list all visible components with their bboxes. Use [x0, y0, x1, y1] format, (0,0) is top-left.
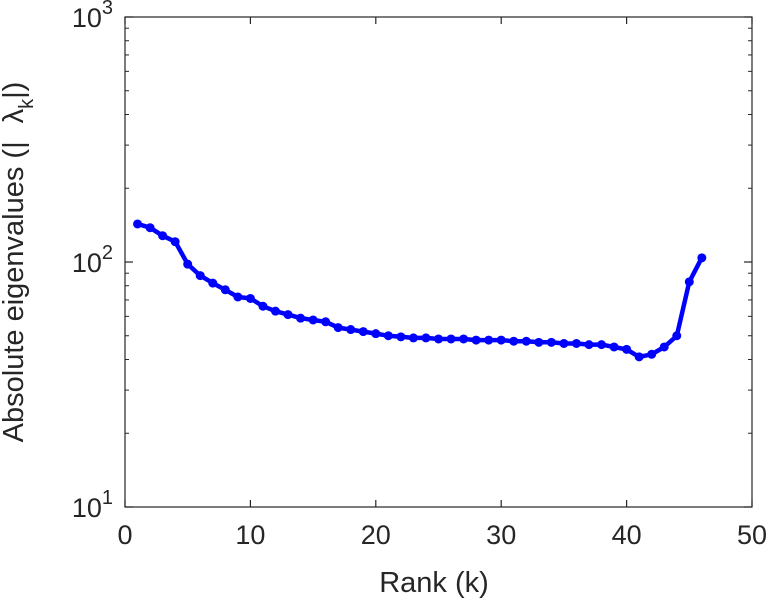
data-point — [446, 334, 456, 344]
data-point — [346, 325, 356, 335]
data-point — [496, 335, 506, 345]
data-point — [559, 338, 569, 348]
data-point — [270, 306, 280, 316]
data-point — [597, 340, 607, 350]
data-point — [622, 344, 632, 354]
data-point — [672, 331, 682, 341]
series-layer — [133, 219, 707, 362]
x-axis-label: Rank (k) — [379, 567, 489, 599]
data-point — [484, 335, 494, 345]
data-point — [183, 259, 193, 269]
data-point — [158, 231, 168, 241]
data-point — [283, 310, 293, 320]
data-point — [145, 223, 155, 233]
data-point — [358, 327, 368, 337]
x-tick-label: 30 — [486, 520, 516, 550]
data-point — [684, 277, 694, 287]
y-axis-ticks: 101 102 103 — [72, 0, 752, 523]
x-tick-label: 40 — [612, 520, 642, 550]
data-point — [208, 278, 218, 288]
data-point — [697, 253, 707, 263]
data-point — [258, 301, 268, 311]
y-axis-label: Absolute eigenvalues (|λk|) — [0, 82, 38, 443]
data-point — [521, 336, 531, 346]
x-tick-label: 20 — [361, 520, 391, 550]
data-point — [408, 333, 418, 343]
data-point — [195, 271, 205, 281]
data-point — [371, 329, 381, 339]
data-point — [170, 237, 180, 247]
data-point — [383, 331, 393, 341]
x-tick-label: 50 — [737, 520, 767, 550]
data-point — [233, 292, 243, 302]
data-point — [634, 352, 644, 362]
data-point — [459, 334, 469, 344]
y-tick-label: 103 — [72, 0, 113, 33]
data-point — [220, 285, 230, 295]
data-point — [308, 315, 318, 325]
data-point — [396, 332, 406, 342]
data-point — [571, 338, 581, 348]
y-tick-label: 101 — [72, 487, 113, 523]
data-point — [333, 323, 343, 333]
data-point — [534, 337, 544, 347]
data-point — [421, 333, 431, 343]
data-point — [647, 349, 657, 359]
data-point — [659, 342, 669, 352]
data-point — [245, 293, 255, 303]
x-tick-label: 10 — [235, 520, 265, 550]
x-axis-ticks: 0 10 20 30 40 50 — [117, 17, 767, 550]
x-tick-label: 0 — [117, 520, 132, 550]
data-point — [321, 317, 331, 327]
data-point — [546, 337, 556, 347]
data-point — [434, 334, 443, 344]
data-point — [471, 335, 481, 345]
data-point — [133, 219, 143, 229]
series-line — [135, 221, 705, 360]
data-point — [296, 313, 306, 323]
data-point — [584, 340, 594, 350]
data-point — [509, 336, 519, 346]
data-point — [609, 342, 619, 352]
y-tick-label: 102 — [72, 242, 113, 278]
